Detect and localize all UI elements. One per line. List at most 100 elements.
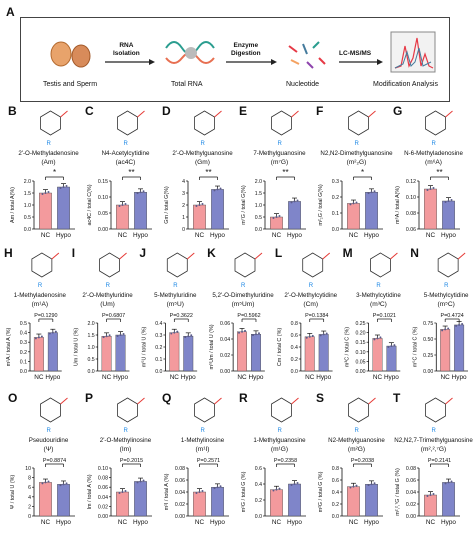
nucleotide-icon [288,41,326,69]
modification-abbr: (m⁵U) [167,301,184,308]
data-point [444,482,447,485]
methyl-group-icon [322,252,331,260]
bar-nc [304,336,315,372]
x-category-label: Hypo [210,519,225,526]
bar-hypo [442,482,455,517]
data-point [296,482,299,485]
modification-abbr: (m²G) [348,446,365,453]
bar-nc [347,486,360,517]
data-point [47,191,50,194]
y-tick-label: 2.0 [24,179,31,185]
chart-panel-c: C R N4-Acetylcytidine (ac4C) 0.00 0.05 0.10 0.1… [85,104,152,239]
y-tick-label: 0.1 [332,211,339,217]
y-tick-label: 0.5 [255,215,262,221]
data-point [355,201,358,204]
significance-label: P=0.2571 [197,458,220,464]
panel-letter-i: I [72,246,75,260]
x-category-label: Hypo [441,232,456,239]
significance-label: P=0.1384 [305,313,328,319]
data-point [373,338,376,341]
modification-name: 5,2'-O-Dimethyluridine [212,292,274,299]
data-point [426,494,429,497]
data-point [136,481,139,484]
data-point [432,187,435,190]
modification-name: 2'-O-Methylcytidine [284,292,337,299]
y-tick-label: 0.4 [332,490,339,496]
y-tick-label: 0.50 [423,337,433,343]
y-tick-label: 10 [25,466,31,472]
step-label-testis: Testis and Sperm [43,81,98,88]
chart-panel-h: H R 1-Methyladenosine (m¹A) 0.0 0.1 0.2 0.3 0.4 0… [4,246,67,381]
bar-hypo [57,484,70,517]
molecule-ring-icon [117,110,138,136]
y-tick-label: 0.5 [20,321,27,327]
bar-nc [270,216,283,230]
molecule-ring-icon [40,397,61,423]
data-point [373,190,376,193]
panel-letter-b: B [8,104,17,118]
molecule-ring-icon [31,252,53,278]
methyl-group-icon [390,252,398,260]
x-category-label: Hypo [133,519,148,526]
data-point [198,204,201,206]
chart-panel-s: S R N2-Methylguanosine (m²G) 0.0 0.2 0.4 0.6 0.8… [316,391,385,526]
significance-label: ** [436,168,442,177]
significance-label: P=0.8874 [43,458,66,464]
data-point [293,483,296,485]
y-tick-label: 0.00 [98,514,108,520]
molecule-ring-icon [117,397,138,423]
y-tick-label: 0.25 [423,353,433,359]
data-point [278,215,281,218]
modification-name: 7-Methylguanosine [253,150,306,157]
panel-letter-q: Q [162,391,171,405]
chart-panel-r: R R 1-Methylguanosine (m¹G) 0.0 0.2 0.4 0.6 m¹G … [239,391,306,526]
y-axis-label: ac4C / total C(%) [87,184,93,225]
y-tick-label: 0.0 [332,227,339,233]
panel-letter-p: P [85,391,93,405]
modification-name: N2-Methylguanosine [328,437,385,444]
molecule-ring-icon [425,110,446,136]
data-point [195,491,198,494]
panel-letter-j: J [139,246,146,260]
bar-nc [237,331,247,372]
y-tick-label: 0.2 [255,498,262,504]
y-tick-label: 0.25 [355,321,365,327]
x-category-label: Hypo [364,232,379,239]
modification-abbr: (m¹I) [196,446,210,453]
data-point [455,324,458,327]
y-tick-label: 0.02 [220,353,230,359]
y-tick-label: 0.02 [98,504,108,510]
methyl-group-icon [186,252,195,260]
panel-letter-h: H [4,246,13,260]
y-tick-label: 0 [182,227,185,233]
y-axis-label: Am / total A(%) [10,187,16,223]
bar-hypo [386,345,397,372]
data-point [376,337,379,340]
data-point [121,491,124,493]
significance-label: P=0.1290 [34,313,57,319]
data-point [40,335,43,338]
data-point [278,487,281,490]
chart-panel-j: J R 5-Methyluridine (m⁵U) 0.0 0.1 0.2 0.3 0.4 m⁵U… [139,246,198,381]
significance-label: P=0.5962 [237,313,260,319]
data-point [198,491,201,493]
data-point [349,203,352,206]
data-point [65,185,68,188]
workflow-box: Testis and Sperm Total RNA Nucleotide Mo… [20,17,450,102]
y-tick-label: 0.0 [87,369,94,375]
y-tick-label: 0.02 [175,502,185,508]
bar-nc [424,494,437,517]
significance-label: P=0.2358 [274,458,297,464]
data-point [387,346,390,348]
data-point [184,336,187,339]
y-axis-label: m²G / total G (%) [318,471,324,512]
ribose-r-icon: R [47,141,52,147]
modification-abbr: (Cm) [303,301,318,308]
data-point [426,188,429,191]
x-category-label: Hypo [364,519,379,526]
y-tick-label: 0.00 [175,514,185,520]
data-point [48,332,51,335]
modification-name: N-6-Methyladenosine [404,150,463,157]
data-point [325,332,328,335]
y-tick-label: 0.08 [406,211,416,217]
